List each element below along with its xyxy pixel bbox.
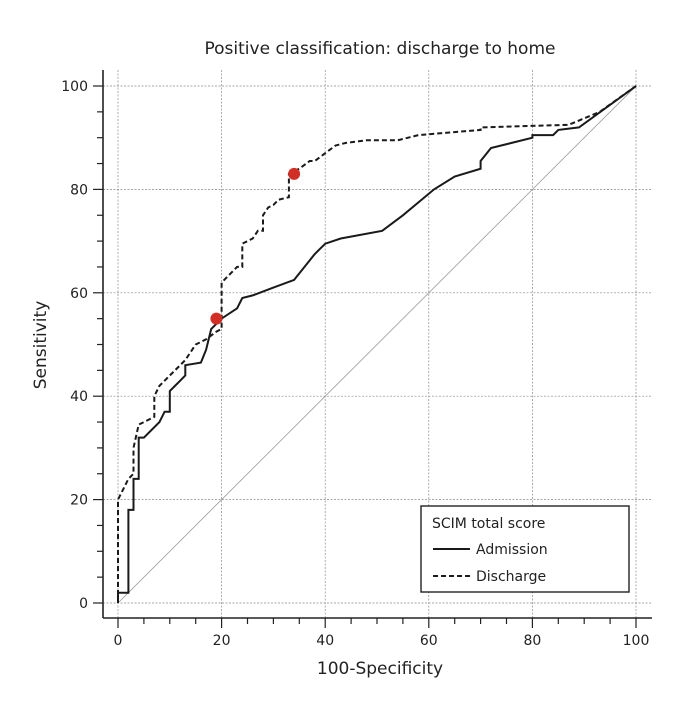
highlight-markers [210,167,301,325]
series-discharge [117,85,637,603]
y-ticks: 0 20 40 60 80 100 [61,79,103,612]
x-tick-label-60: 60 [420,633,438,649]
x-tick-label-80: 80 [523,633,541,649]
x-tick-label-100: 100 [623,633,650,649]
x-tick-label-40: 40 [316,633,334,649]
x-tick-label-20: 20 [213,633,231,649]
grid [103,70,652,618]
y-tick-label-40: 40 [70,389,88,405]
y-tick-label-60: 60 [70,286,88,302]
x-tick-label-0: 0 [114,633,123,649]
legend-label-discharge: Discharge [476,569,546,585]
x-ticks: 0 20 40 60 80 100 [114,618,650,649]
legend: SCIM total score Admission Discharge [420,505,630,593]
y-axis-label: Sensitivity [31,301,51,390]
series-admission [117,85,637,603]
legend-items: Admission Discharge [433,542,548,585]
legend-title: SCIM total score [432,516,545,532]
chart-title: Positive classification: discharge to ho… [205,39,556,59]
reference-diagonal [117,85,637,604]
legend-label-admission: Admission [476,542,548,558]
x-axis-label: 100-Specificity [317,659,443,679]
y-tick-label-20: 20 [70,493,88,509]
y-tick-label-0: 0 [79,596,88,612]
y-tick-label-100: 100 [61,79,88,95]
highlight-point-2 [288,167,301,180]
y-tick-label-80: 80 [70,182,88,198]
highlight-point-1 [210,312,223,325]
series-layer [117,85,637,603]
